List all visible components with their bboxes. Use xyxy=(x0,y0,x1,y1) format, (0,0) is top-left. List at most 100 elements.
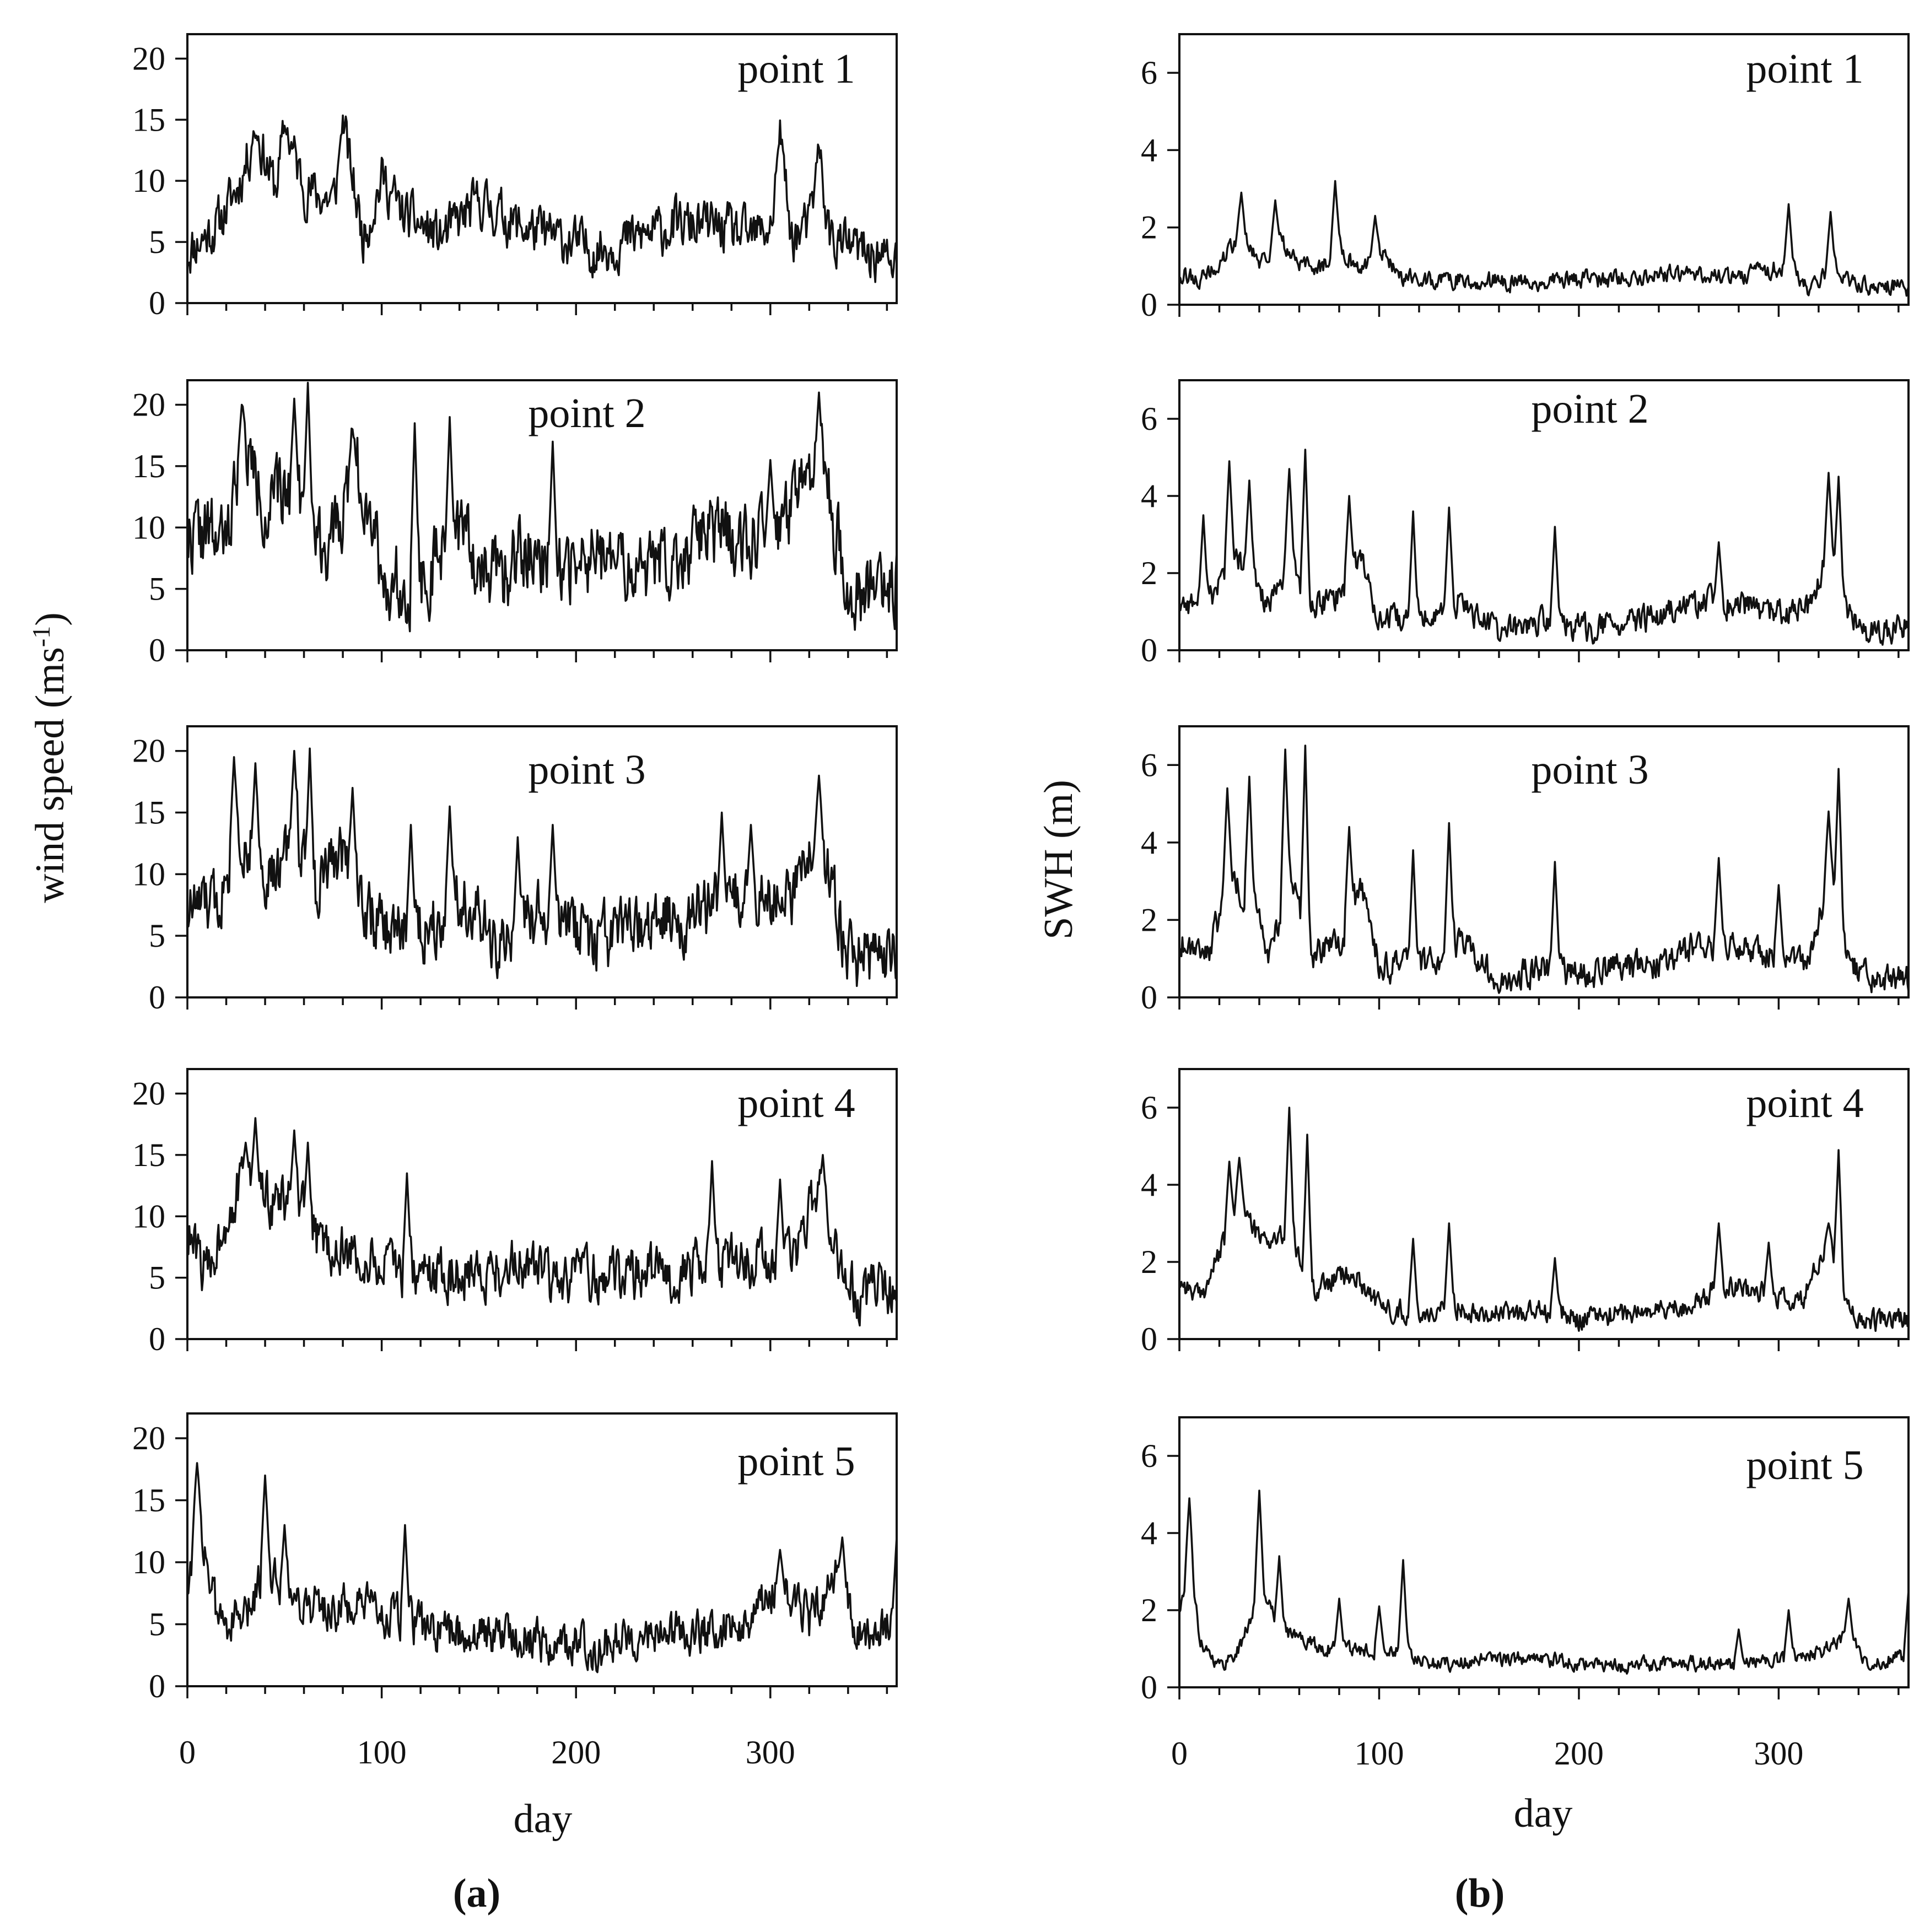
chart-panel-a-1: 0 5 10 15 20 point 1 xyxy=(132,33,898,321)
y-tick-label: 10 xyxy=(132,1198,165,1234)
y-tick-label: 4 xyxy=(1141,824,1157,861)
y-tick-label: 5 xyxy=(149,1260,165,1296)
plot-frame xyxy=(186,379,898,651)
series-line-a-4 xyxy=(187,1117,897,1327)
left-y-axis-title: wind speed (ms-1) xyxy=(27,612,73,903)
panel-a-label: (a) xyxy=(453,1871,500,1916)
y-tick-label: 15 xyxy=(132,1482,165,1519)
y-tick-label: 5 xyxy=(149,224,165,260)
chart-panel-b-2: 0 2 4 6 point 2 xyxy=(1141,379,1910,668)
x-tick-label: 200 xyxy=(1554,1735,1604,1772)
y-tick-label: 6 xyxy=(1141,747,1157,783)
chart-panel-a-4: 0 5 10 15 20 point 4 xyxy=(132,1068,898,1357)
y-tick-label: 0 xyxy=(1141,1321,1157,1357)
y-tick-label: 0 xyxy=(149,1668,165,1704)
y-tick-label: 2 xyxy=(1141,1592,1157,1628)
series-line-a-3 xyxy=(187,747,897,987)
x-tick-label: 300 xyxy=(746,1734,795,1771)
series-line-b-5 xyxy=(1179,1490,1909,1675)
chart-panel-b-3: 0 2 4 6 point 3 xyxy=(1141,725,1910,1016)
series-line-a-1 xyxy=(187,114,897,283)
plot-frame xyxy=(186,1068,898,1340)
y-tick-label: 6 xyxy=(1141,1089,1157,1126)
y-tick-label: 4 xyxy=(1141,478,1157,514)
y-tick-label: 4 xyxy=(1141,1167,1157,1203)
plot-frame xyxy=(1178,1068,1910,1340)
y-tick-label: 6 xyxy=(1141,55,1157,91)
series-label: point 3 xyxy=(1531,747,1648,793)
series-label: point 2 xyxy=(528,390,645,436)
y-tick-label: 2 xyxy=(1141,555,1157,591)
y-tick-label: 20 xyxy=(132,733,165,769)
y-tick-label: 20 xyxy=(132,40,165,77)
series-line-a-2 xyxy=(187,381,897,633)
y-tick-label: 5 xyxy=(149,918,165,954)
y-tick-label: 0 xyxy=(149,632,165,668)
chart-panel-b-1: 0 2 4 6 point 1 xyxy=(1141,33,1910,323)
right-y-axis-title: SWH (m) xyxy=(1036,780,1081,940)
y-tick-label: 20 xyxy=(132,1420,165,1456)
x-tick-label: 100 xyxy=(1354,1735,1404,1772)
y-tick-label: 0 xyxy=(149,979,165,1016)
series-label: point 4 xyxy=(737,1080,855,1126)
y-tick-label: 2 xyxy=(1141,209,1157,246)
y-tick-label: 20 xyxy=(132,1076,165,1112)
series-line-b-1 xyxy=(1179,180,1909,297)
series-line-b-4 xyxy=(1179,1107,1909,1332)
y-tick-label: 10 xyxy=(132,1544,165,1580)
panel-b-label: (b) xyxy=(1455,1871,1505,1916)
chart-panel-a-2: 0 5 10 15 20 point 2 xyxy=(132,379,898,668)
series-label: point 4 xyxy=(1746,1080,1863,1126)
y-tick-label: 15 xyxy=(132,101,165,138)
plot-frame xyxy=(186,1412,898,1687)
series-line-b-3 xyxy=(1179,744,1909,994)
x-tick-label: 100 xyxy=(357,1734,407,1771)
plot-frame xyxy=(1178,379,1910,651)
y-tick-label: 10 xyxy=(132,163,165,199)
series-label: point 5 xyxy=(737,1438,855,1485)
plot-frame xyxy=(1178,1416,1910,1688)
y-tick-label: 5 xyxy=(149,571,165,607)
chart-panel-b-4: 0 2 4 6 point 4 xyxy=(1141,1068,1910,1357)
x-tick-label: 0 xyxy=(1171,1735,1188,1772)
y-tick-label: 4 xyxy=(1141,132,1157,168)
y-tick-label: 2 xyxy=(1141,902,1157,938)
chart-panel-a-3: 0 5 10 15 20 point 3 xyxy=(132,725,898,1016)
y-tick-label: 15 xyxy=(132,448,165,484)
plot-frame xyxy=(1178,33,1910,306)
y-tick-label: 6 xyxy=(1141,401,1157,437)
plot-frame xyxy=(186,725,898,999)
left-x-axis-title: day xyxy=(514,1796,573,1842)
y-tick-label: 4 xyxy=(1141,1515,1157,1551)
y-tick-label: 10 xyxy=(132,856,165,892)
x-tick-label: 300 xyxy=(1754,1735,1803,1772)
series-line-a-5 xyxy=(187,1462,897,1674)
series-label: point 2 xyxy=(1531,386,1648,432)
y-tick-label: 0 xyxy=(1141,1669,1157,1706)
chart-panel-b-5: 0 2 4 6 0 100 200 300 point 5 xyxy=(1141,1416,1910,1772)
series-label: point 1 xyxy=(737,46,855,92)
x-tick-label: 200 xyxy=(551,1734,601,1771)
y-tick-label: 20 xyxy=(132,387,165,423)
right-x-axis-title: day xyxy=(1514,1791,1573,1836)
y-tick-label: 5 xyxy=(149,1606,165,1643)
series-line-b-2 xyxy=(1179,449,1909,646)
y-tick-label: 2 xyxy=(1141,1244,1157,1280)
plot-frame xyxy=(186,33,898,304)
plot-frame xyxy=(1178,725,1910,999)
y-tick-label: 6 xyxy=(1141,1438,1157,1474)
y-tick-label: 0 xyxy=(149,285,165,321)
series-label: point 5 xyxy=(1746,1442,1863,1488)
series-label: point 3 xyxy=(528,747,645,793)
y-tick-label: 0 xyxy=(1141,632,1157,668)
y-tick-label: 0 xyxy=(1141,287,1157,323)
y-tick-label: 15 xyxy=(132,1137,165,1173)
series-label: point 1 xyxy=(1746,46,1863,92)
x-tick-label: 0 xyxy=(179,1734,196,1771)
y-tick-label: 15 xyxy=(132,795,165,831)
y-tick-label: 10 xyxy=(132,509,165,546)
y-tick-label: 0 xyxy=(1141,979,1157,1016)
